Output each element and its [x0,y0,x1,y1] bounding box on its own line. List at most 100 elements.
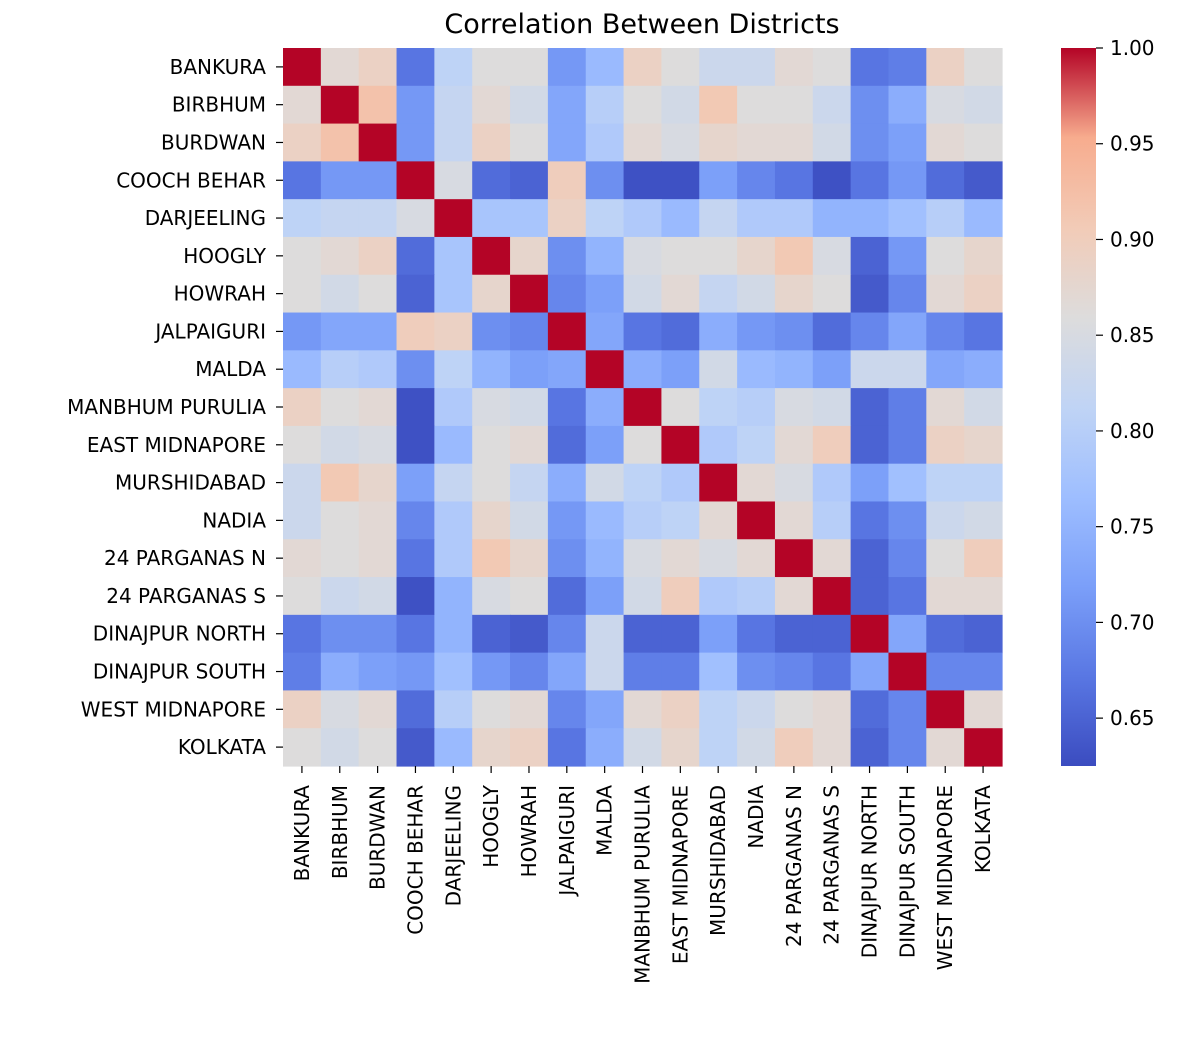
heatmap-cell [964,48,1003,87]
heatmap-cell [661,577,700,616]
heatmap-cell [774,690,814,729]
heatmap-cell [472,614,511,654]
heatmap-cell [434,577,473,616]
heatmap-cell [964,312,1003,351]
heatmap-cell [585,48,625,87]
heatmap-cell [283,350,322,389]
heatmap-cell [964,85,1003,125]
heatmap-cell [472,312,511,351]
heatmap-cell [585,236,625,276]
colorbar-tick-label: 0.80 [1110,419,1155,443]
heatmap-cell [510,614,549,654]
y-tick-label: BANKURA [170,55,267,79]
heatmap-cell [623,425,663,465]
heatmap-cell [320,463,360,503]
heatmap-cell [396,350,435,389]
heatmap-cell [434,161,473,200]
heatmap-cell [850,501,890,540]
heatmap-cell [472,463,511,503]
heatmap-cell [510,85,549,125]
y-tick-label: JALPAIGURI [153,319,266,343]
heatmap-cell [320,161,360,200]
heatmap-cell [396,539,435,578]
x-tick-label: KOLKATA [971,785,995,873]
heatmap-cell [510,652,549,692]
heatmap-cell [585,199,625,238]
heatmap-cell [623,577,663,616]
heatmap-cell [926,236,965,276]
heatmap-cell [623,199,663,238]
heatmap-cell [358,274,398,314]
heatmap-cell [510,690,549,729]
y-tick-label: KOLKATA [178,735,266,759]
heatmap-cell [812,690,852,729]
heatmap-cell [434,199,473,238]
heatmap-cell [699,85,738,125]
heatmap-cell [396,728,435,767]
heatmap-cell [283,728,322,767]
heatmap-cell [737,652,776,692]
heatmap-cell [547,425,587,465]
heatmap-cell [661,236,700,276]
heatmap-cell [737,501,776,540]
heatmap-cell [434,388,473,427]
heatmap-cell [850,728,890,767]
heatmap-cell [812,388,852,427]
heatmap-cell [623,501,663,540]
heatmap-cell [434,123,473,162]
x-tick-label: HOOGLY [479,784,503,868]
heatmap-cell [812,728,852,767]
heatmap-cell [699,236,738,276]
heatmap-cell [547,539,587,578]
heatmap-cell [320,614,360,654]
heatmap-cell [888,690,927,729]
heatmap-cell [434,425,473,465]
y-tick-label: HOWRAH [174,282,266,306]
heatmap-cell [510,425,549,465]
heatmap-cell [737,236,776,276]
heatmap-cell [396,312,435,351]
heatmap-cell [850,350,890,389]
heatmap-cell [661,614,700,654]
heatmap-cell [472,161,511,200]
heatmap-cell [472,388,511,427]
heatmap-cell [661,539,700,578]
chart-title: Correlation Between Districts [444,9,839,40]
heatmap-cell [623,312,663,351]
heatmap-cell [547,350,587,389]
heatmap-cell [396,690,435,729]
heatmap-cell [737,463,776,503]
heatmap-cell [850,388,890,427]
heatmap-cell [510,48,549,87]
heatmap-cell [812,312,852,351]
heatmap-cell [320,48,360,87]
x-tick-label: DINAJPUR SOUTH [895,785,919,958]
heatmap-cell [547,199,587,238]
heatmap-cell [812,501,852,540]
heatmap-cell [812,274,852,314]
heatmap-cell [396,388,435,427]
heatmap-cell [472,85,511,125]
heatmap-cell [585,85,625,125]
heatmap-cell [283,236,322,276]
heatmap-cell [850,274,890,314]
heatmap-cell [434,312,473,351]
heatmap-cell [888,501,927,540]
heatmap-cell [547,312,587,351]
y-tick-label: COOCH BEHAR [116,168,266,192]
heatmap-cell [964,388,1003,427]
heatmap-cell [888,312,927,351]
heatmap-cell [283,425,322,465]
heatmap-cell [888,463,927,503]
heatmap-cell [699,274,738,314]
heatmap-cell [699,463,738,503]
y-tick-label: DINAJPUR NORTH [93,622,266,646]
heatmap-cell [964,539,1003,578]
heatmap-cell [358,388,398,427]
heatmap-cell [850,85,890,125]
heatmap-cell [358,236,398,276]
heatmap-cell [661,312,700,351]
heatmap-cell [320,312,360,351]
heatmap-cell [661,690,700,729]
heatmap-cell [396,652,435,692]
